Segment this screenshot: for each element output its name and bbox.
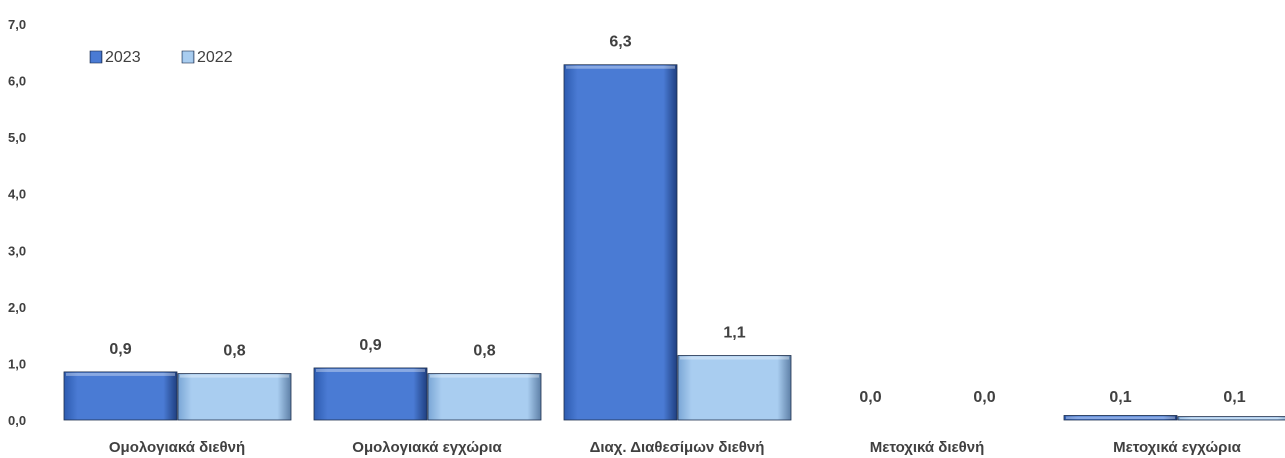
- data-labels: 0,9 0,8 0,9 0,8 6,3 1,1 0,0 0,0 0,1 0,1: [109, 34, 1245, 406]
- x-tick-label: Μετοχικά εγχώρια: [1113, 439, 1241, 456]
- data-label: 0,8: [473, 343, 495, 360]
- y-tick-label: 2,0: [8, 300, 26, 315]
- data-label: 0,0: [973, 389, 995, 406]
- bar-2022: [178, 374, 291, 420]
- data-label: 0,1: [1223, 389, 1245, 406]
- bar-highlight: [66, 373, 175, 376]
- y-tick-label: 4,0: [8, 187, 26, 202]
- bar-highlight: [680, 357, 789, 360]
- bar-2022: [678, 356, 791, 420]
- data-label: 0,0: [859, 389, 881, 406]
- x-tick-label: Διαχ. Διαθεσίμων διεθνή: [590, 439, 765, 456]
- y-axis: 0,0 1,0 2,0 3,0 4,0 5,0 6,0 7,0: [8, 17, 26, 428]
- bar-2023: [64, 372, 177, 420]
- y-tick-label: 1,0: [8, 356, 26, 371]
- bar-highlight: [566, 66, 675, 69]
- x-tick-label: Ομολογιακά εγχώρια: [352, 439, 502, 456]
- data-label: 6,3: [609, 34, 631, 51]
- x-tick-label: Μετοχικά διεθνή: [870, 439, 985, 456]
- bar-2023: [564, 65, 677, 420]
- bar-highlight: [180, 375, 289, 378]
- bars: [64, 65, 1285, 420]
- bar-highlight: [1066, 416, 1175, 419]
- bar-2022: [428, 374, 541, 420]
- legend: 2023 2022: [90, 49, 233, 66]
- legend-label: 2023: [105, 49, 141, 66]
- x-axis: Ομολογιακά διεθνή Ομολογιακά εγχώρια Διαχ.…: [109, 439, 1242, 456]
- bar-2023: [314, 368, 427, 420]
- legend-label: 2022: [197, 49, 233, 66]
- y-tick-label: 5,0: [8, 130, 26, 145]
- bar-highlight: [316, 369, 425, 372]
- data-label: 0,9: [359, 337, 381, 354]
- bar-highlight: [1180, 418, 1285, 419]
- bar-highlight: [430, 375, 539, 378]
- data-label: 0,1: [1109, 389, 1131, 406]
- y-tick-label: 6,0: [8, 74, 26, 89]
- y-tick-label: 0,0: [8, 413, 26, 428]
- data-label: 0,8: [223, 343, 245, 360]
- data-label: 0,9: [109, 341, 131, 358]
- y-tick-label: 3,0: [8, 243, 26, 258]
- legend-swatch-2022: [182, 51, 194, 63]
- y-tick-label: 7,0: [8, 17, 26, 32]
- data-label: 1,1: [723, 325, 745, 342]
- x-tick-label: Ομολογιακά διεθνή: [109, 439, 245, 456]
- legend-swatch-2023: [90, 51, 102, 63]
